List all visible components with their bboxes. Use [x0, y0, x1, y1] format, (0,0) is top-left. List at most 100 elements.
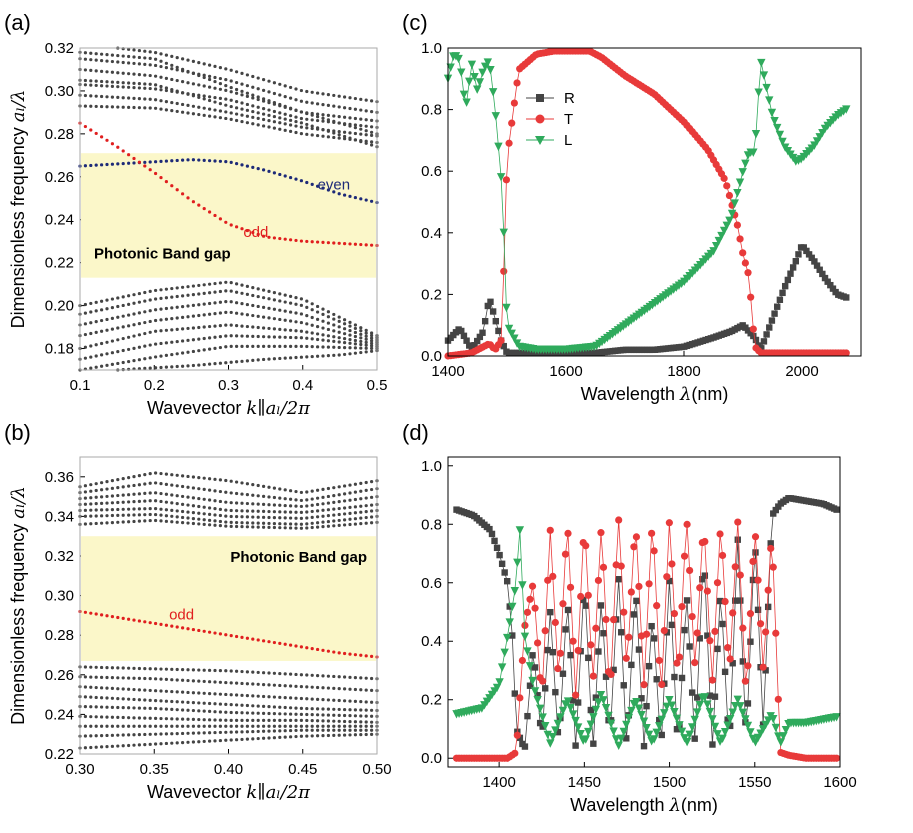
band-point: [121, 687, 125, 691]
band-point: [310, 489, 314, 493]
band-point: [105, 340, 109, 344]
series-point-L: [478, 68, 487, 77]
band-point: [202, 362, 206, 367]
series-point-L: [473, 85, 482, 94]
band-point: [110, 351, 114, 355]
band-point: [83, 714, 87, 719]
band-point: [294, 684, 298, 688]
band-point: [116, 60, 120, 64]
band-point: [294, 302, 298, 306]
band-point: [235, 515, 239, 519]
band-point: [348, 714, 352, 718]
band-point: [235, 360, 239, 364]
series-point-R: [701, 572, 709, 579]
band-point: [116, 80, 120, 84]
band-point: [202, 97, 206, 101]
band-point: [197, 691, 201, 695]
series-point-R: [486, 525, 493, 533]
legend-label-T: T: [564, 111, 573, 128]
band-point: [305, 734, 309, 738]
band-point: [235, 491, 239, 496]
band-point: [100, 745, 104, 749]
x-tick-label: 1400: [482, 774, 515, 791]
band-point: [208, 85, 212, 89]
band-point: [278, 516, 282, 520]
band-point: [110, 70, 114, 74]
band-point: [164, 514, 168, 518]
band-point: [218, 702, 222, 706]
series-point-T: [725, 191, 734, 200]
band-point: [143, 482, 147, 486]
band-point: [256, 87, 260, 91]
even-band-point: [100, 163, 104, 167]
band-point: [186, 485, 190, 489]
band-point: [326, 345, 330, 349]
band-point: [321, 719, 325, 723]
band-point: [218, 96, 222, 100]
band-point: [202, 701, 206, 705]
band-point: [224, 478, 228, 483]
band-point: [262, 671, 266, 675]
band-point: [256, 670, 260, 675]
band-point: [289, 510, 293, 514]
band-point: [208, 336, 212, 340]
series-point-T: [756, 620, 765, 628]
band-point: [310, 315, 314, 320]
band-point: [348, 96, 352, 100]
band-point: [370, 99, 374, 103]
band-point: [164, 61, 168, 65]
band-point: [83, 685, 87, 689]
band-point: [370, 143, 374, 147]
band-point: [110, 339, 114, 343]
series-point-L: [627, 706, 636, 716]
series-point-R: [763, 331, 770, 338]
band-point: [343, 699, 347, 703]
band-point: [240, 107, 244, 111]
band-point: [110, 676, 114, 680]
band-point: [83, 345, 87, 349]
band-point: [245, 694, 249, 698]
x-tick-label: 1600: [823, 774, 856, 791]
band-point: [175, 473, 179, 477]
band-point: [164, 741, 168, 746]
series-point-R: [800, 244, 807, 251]
band-point: [272, 344, 276, 348]
band-point: [235, 334, 239, 338]
band-point: [229, 514, 233, 519]
band-point: [343, 122, 347, 127]
band-point: [262, 88, 266, 92]
band-point: [343, 687, 347, 691]
series-point-T: [749, 557, 757, 566]
band-point: [208, 291, 212, 295]
band-point: [370, 732, 374, 736]
band-point: [83, 356, 87, 360]
band-point: [175, 352, 179, 356]
band-point: [294, 718, 298, 722]
band-point: [83, 83, 87, 87]
band-point: [364, 700, 368, 704]
series-point-T: [708, 676, 717, 684]
series-point-R: [623, 735, 630, 742]
band-point: [337, 728, 341, 732]
series-point-R: [754, 606, 762, 614]
even-band-point: [353, 195, 357, 200]
band-point: [370, 341, 374, 345]
band-point: [159, 471, 163, 476]
band-point: [235, 290, 239, 294]
band-point: [326, 129, 330, 133]
odd-band-point: [181, 626, 185, 630]
band-point: [164, 677, 168, 682]
band-point: [289, 672, 293, 676]
series-point-T: [541, 627, 549, 635]
series-point-L: [695, 701, 704, 710]
series-point-L: [682, 737, 692, 747]
band-point: [294, 115, 298, 119]
band-point: [364, 510, 368, 514]
even-band-point: [364, 198, 368, 202]
odd-band-point: [283, 642, 287, 646]
band-point: [305, 117, 309, 121]
band-point: [289, 684, 293, 688]
band-point: [132, 323, 136, 327]
band-point: [143, 732, 147, 737]
band-point: [299, 121, 303, 125]
